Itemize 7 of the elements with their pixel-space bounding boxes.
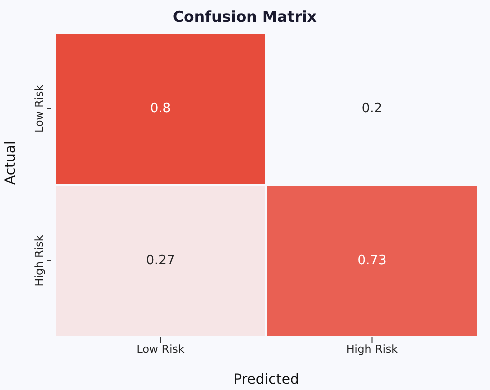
data-label: 0.27 [146, 254, 176, 268]
data-label: 0.73 [358, 254, 387, 268]
x-axis-title: Predicted [234, 372, 300, 388]
y-axis-title: Actual [2, 141, 19, 185]
data-label: 0.2 [362, 102, 383, 116]
chart-title: Confusion Matrix [172, 8, 318, 26]
data-label: 0.8 [150, 102, 172, 116]
